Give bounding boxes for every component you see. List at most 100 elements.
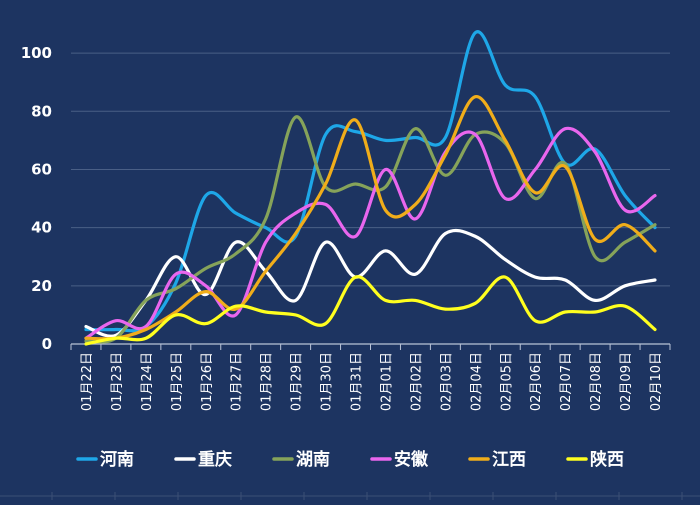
data-point (504, 276, 506, 278)
data-point (175, 311, 177, 313)
data-point (654, 224, 656, 226)
data-point (85, 328, 87, 331)
data-point (324, 323, 327, 325)
data-point (354, 276, 357, 278)
data-point (534, 96, 536, 98)
data-point (564, 128, 566, 130)
data-point (534, 192, 536, 194)
data-point (175, 256, 177, 258)
data-point (205, 285, 207, 287)
data-point (504, 84, 506, 86)
data-point (175, 314, 177, 316)
legend-label: 江西 (492, 450, 526, 470)
data-point (414, 203, 417, 205)
data-point (235, 305, 237, 307)
data-point (205, 195, 207, 197)
data-point (235, 253, 237, 255)
data-point (414, 273, 417, 275)
data-point (624, 305, 626, 307)
y-tick-label: 100 (21, 44, 52, 62)
data-point (654, 279, 656, 281)
data-point (354, 131, 357, 133)
data-point (354, 235, 357, 237)
data-point (414, 299, 417, 301)
series-line-5 (84, 275, 657, 346)
data-point (444, 308, 446, 310)
data-point (594, 299, 596, 301)
series-line-4 (84, 95, 657, 341)
data-point (295, 116, 297, 118)
data-point (414, 128, 417, 130)
data-point (384, 168, 387, 171)
data-point (324, 203, 327, 205)
data-point (474, 32, 476, 34)
data-point (175, 288, 177, 290)
data-point (265, 241, 267, 243)
data-point (115, 320, 117, 322)
data-point (295, 232, 297, 235)
data-point (354, 183, 357, 185)
legend-label: 重庆 (198, 449, 232, 470)
x-tick-label: 02月09日 (619, 352, 634, 411)
data-point (145, 328, 147, 331)
data-point (444, 136, 446, 139)
data-point (145, 325, 147, 328)
data-point (354, 119, 357, 121)
data-point (624, 285, 626, 287)
data-point (145, 337, 147, 339)
data-point (564, 279, 566, 281)
legend-item: 湖南 (272, 449, 330, 470)
data-point (594, 151, 596, 153)
data-point (384, 139, 387, 141)
data-point (295, 299, 297, 301)
data-point (265, 270, 267, 272)
y-tick-label: 0 (42, 335, 52, 353)
data-point (85, 340, 87, 342)
y-tick-label: 40 (31, 219, 52, 237)
data-point (384, 299, 387, 301)
data-point (205, 267, 207, 269)
data-point (205, 323, 207, 325)
legend-label: 湖南 (296, 449, 330, 470)
data-point (295, 212, 297, 214)
legend-item: 重庆 (174, 449, 232, 470)
data-point (384, 250, 387, 252)
data-point (624, 195, 626, 197)
data-point (115, 328, 117, 331)
y-tick-label: 60 (31, 160, 52, 178)
x-tick-label: 01月23日 (110, 352, 125, 411)
x-tick-label: 02月03日 (439, 352, 454, 411)
data-point (85, 337, 87, 339)
data-point (534, 276, 536, 278)
x-tick-label: 01月27日 (230, 352, 245, 411)
data-point (265, 227, 267, 229)
legend-item: 陕西 (566, 449, 624, 470)
x-tick-label: 02月06日 (529, 352, 544, 411)
data-point (235, 308, 237, 310)
data-point (85, 343, 87, 345)
y-axis: 0 20 40 60 80 100 (21, 44, 52, 353)
data-point (654, 328, 656, 331)
data-point (115, 337, 117, 339)
data-point (504, 197, 506, 200)
data-point (564, 163, 566, 165)
x-axis: 01月22日 01月23日 01月24日 01月25日 01月26日 01月27日 01月2… (70, 343, 671, 411)
data-point (594, 256, 596, 258)
data-point (534, 197, 536, 200)
data-point (324, 133, 327, 136)
data-point (474, 133, 476, 136)
series-lines (84, 30, 657, 346)
data-point (295, 314, 297, 316)
data-point (235, 212, 237, 214)
x-tick-label: 01月29日 (290, 352, 305, 411)
series-line-3 (84, 126, 657, 340)
data-point (175, 282, 177, 284)
data-point (384, 186, 387, 188)
data-point (564, 165, 566, 168)
data-point (624, 224, 626, 226)
x-tick-label: 01月22日 (80, 352, 95, 411)
data-point (654, 195, 656, 197)
data-point (324, 183, 327, 185)
data-point (594, 311, 596, 313)
legend: 河南 重庆 湖南 安徽 江西 陕西 (76, 449, 624, 470)
